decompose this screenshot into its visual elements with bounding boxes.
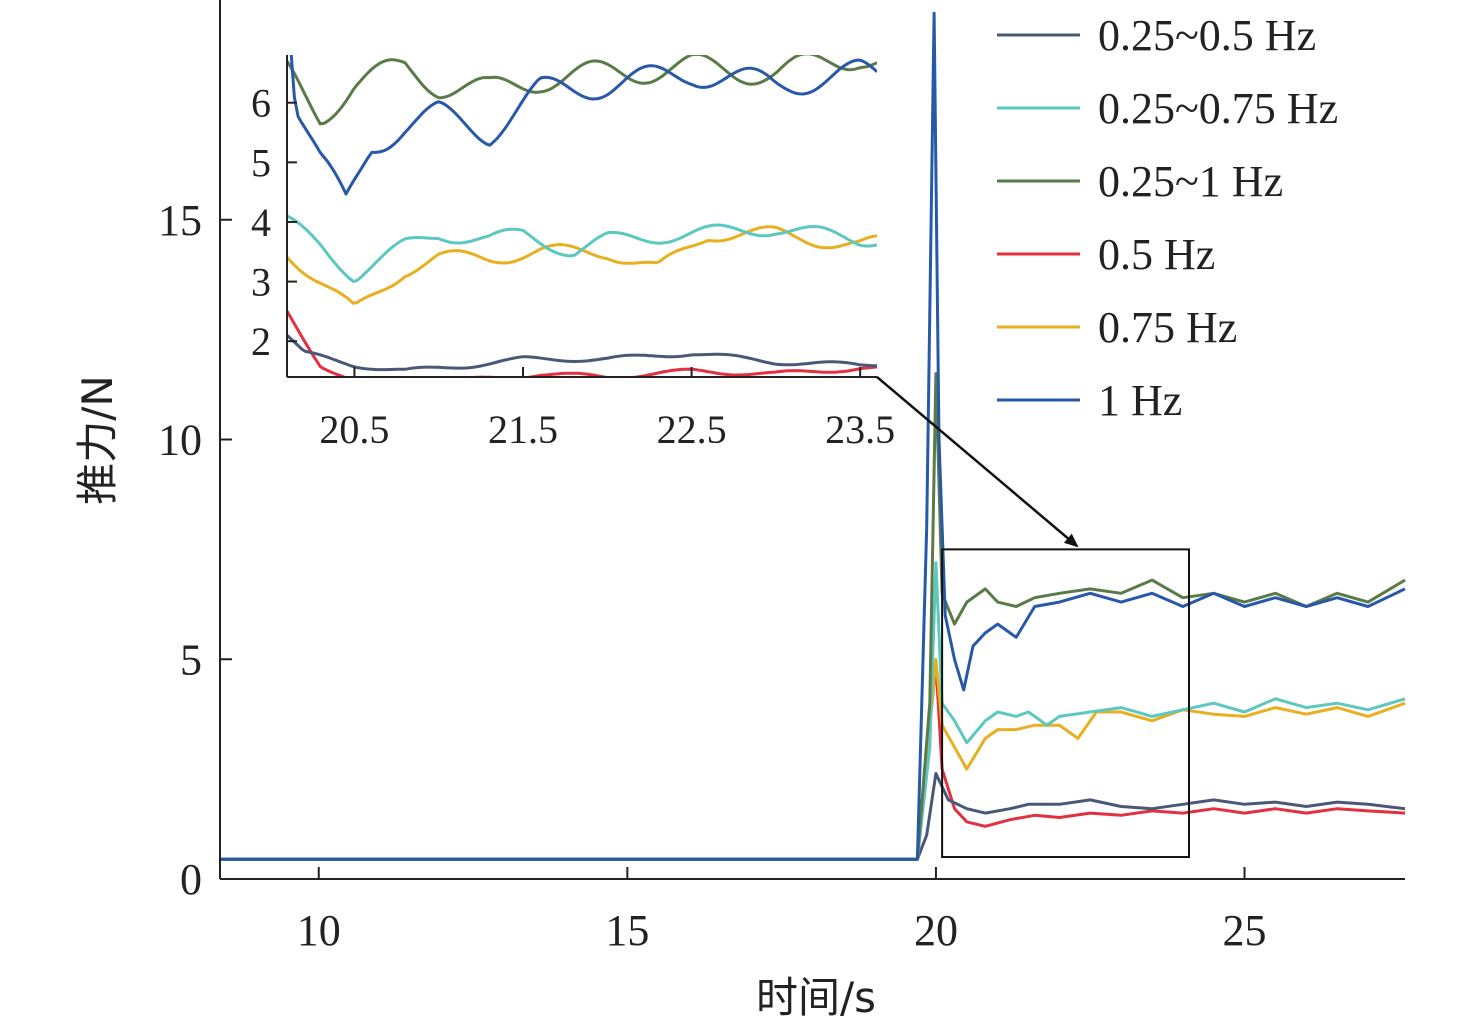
inset-series-line-5 xyxy=(289,55,877,196)
zoom-region-box xyxy=(941,548,1190,859)
series-line-4 xyxy=(220,657,1406,861)
series-line-0 xyxy=(220,772,1406,861)
inset-plot: 20.5 21.5 22.5 23.5 2 3 4 5 6 xyxy=(251,55,895,452)
legend-label-2: 0.25~1 Hz xyxy=(1098,157,1283,206)
inset-y-tick-label: 6 xyxy=(251,81,271,126)
legend-label-4: 0.75 Hz xyxy=(1098,303,1237,352)
series-line-3 xyxy=(220,662,1406,861)
inset-x-tick-label: 20.5 xyxy=(319,407,389,452)
main-y-ticks: 0 5 10 15 xyxy=(158,196,232,904)
inset-series-line-3 xyxy=(287,310,877,377)
inset-x-ticks: 20.5 21.5 22.5 23.5 xyxy=(319,367,895,452)
x-tick-label: 25 xyxy=(1223,906,1267,955)
inset-y-tick-label: 5 xyxy=(251,140,271,185)
x-tick-label: 15 xyxy=(605,906,649,955)
legend-label-1: 0.25~0.75 Hz xyxy=(1098,84,1338,133)
inset-y-tick-label: 4 xyxy=(251,200,271,245)
series-line-2 xyxy=(220,372,1406,861)
x-axis-label: 时间/s xyxy=(756,973,876,1022)
inset-x-tick-label: 22.5 xyxy=(657,407,727,452)
inset-x-tick-label: 23.5 xyxy=(825,407,895,452)
legend: 0.25~0.5 Hz 0.25~0.75 Hz 0.25~1 Hz 0.5 Hz 0.… xyxy=(997,11,1338,425)
x-tick-label: 20 xyxy=(914,906,958,955)
inset-y-ticks: 2 3 4 5 6 xyxy=(251,81,297,364)
legend-label-5: 1 Hz xyxy=(1098,376,1182,425)
y-tick-label: 0 xyxy=(180,855,202,904)
legend-label-0: 0.25~0.5 Hz xyxy=(1098,11,1316,60)
y-axis-label: 推力/N xyxy=(73,375,122,505)
inset-series-group xyxy=(287,55,877,377)
inset-x-tick-label: 21.5 xyxy=(488,407,558,452)
inset-series-line-0 xyxy=(287,334,877,372)
inset-y-tick-label: 3 xyxy=(251,260,271,305)
y-tick-label: 5 xyxy=(180,635,202,684)
main-series-group xyxy=(220,11,1406,861)
zoom-arrow xyxy=(876,376,1079,548)
y-tick-label: 10 xyxy=(158,416,202,465)
inset-series-line-2 xyxy=(287,55,877,126)
legend-label-3: 0.5 Hz xyxy=(1098,230,1215,279)
x-tick-label: 10 xyxy=(297,906,341,955)
main-x-ticks: 10 15 20 25 xyxy=(297,867,1267,955)
series-line-5 xyxy=(220,11,1406,861)
inset-background xyxy=(287,55,877,377)
inset-series-line-1 xyxy=(287,214,877,284)
series-line-1 xyxy=(220,561,1406,861)
y-tick-label: 15 xyxy=(158,196,202,245)
inset-y-tick-label: 2 xyxy=(251,319,271,364)
